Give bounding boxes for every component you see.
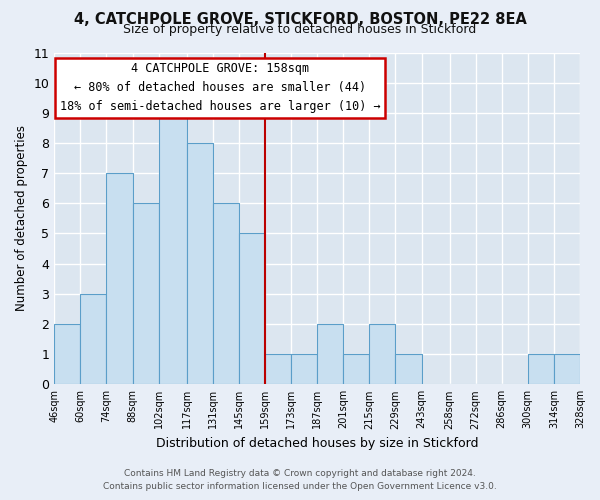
Bar [239,234,265,384]
Text: Contains HM Land Registry data © Crown copyright and database right 2024.
Contai: Contains HM Land Registry data © Crown c… [103,470,497,491]
Bar [158,113,187,384]
Bar [187,143,213,384]
Bar [80,294,106,384]
Bar [317,324,343,384]
Bar [370,324,395,384]
Bar [291,354,317,384]
Text: 4, CATCHPOLE GROVE, STICKFORD, BOSTON, PE22 8EA: 4, CATCHPOLE GROVE, STICKFORD, BOSTON, P… [74,12,526,28]
Text: 4 CATCHPOLE GROVE: 158sqm
← 80% of detached houses are smaller (44)
18% of semi-: 4 CATCHPOLE GROVE: 158sqm ← 80% of detac… [59,62,380,114]
X-axis label: Distribution of detached houses by size in Stickford: Distribution of detached houses by size … [156,437,478,450]
Bar [528,354,554,384]
Bar [54,324,80,384]
Bar [213,204,239,384]
Bar [265,354,291,384]
Bar [106,173,133,384]
Bar [343,354,370,384]
Bar [554,354,580,384]
Text: Size of property relative to detached houses in Stickford: Size of property relative to detached ho… [124,22,476,36]
Bar [395,354,422,384]
Bar [133,204,158,384]
Y-axis label: Number of detached properties: Number of detached properties [15,126,28,312]
